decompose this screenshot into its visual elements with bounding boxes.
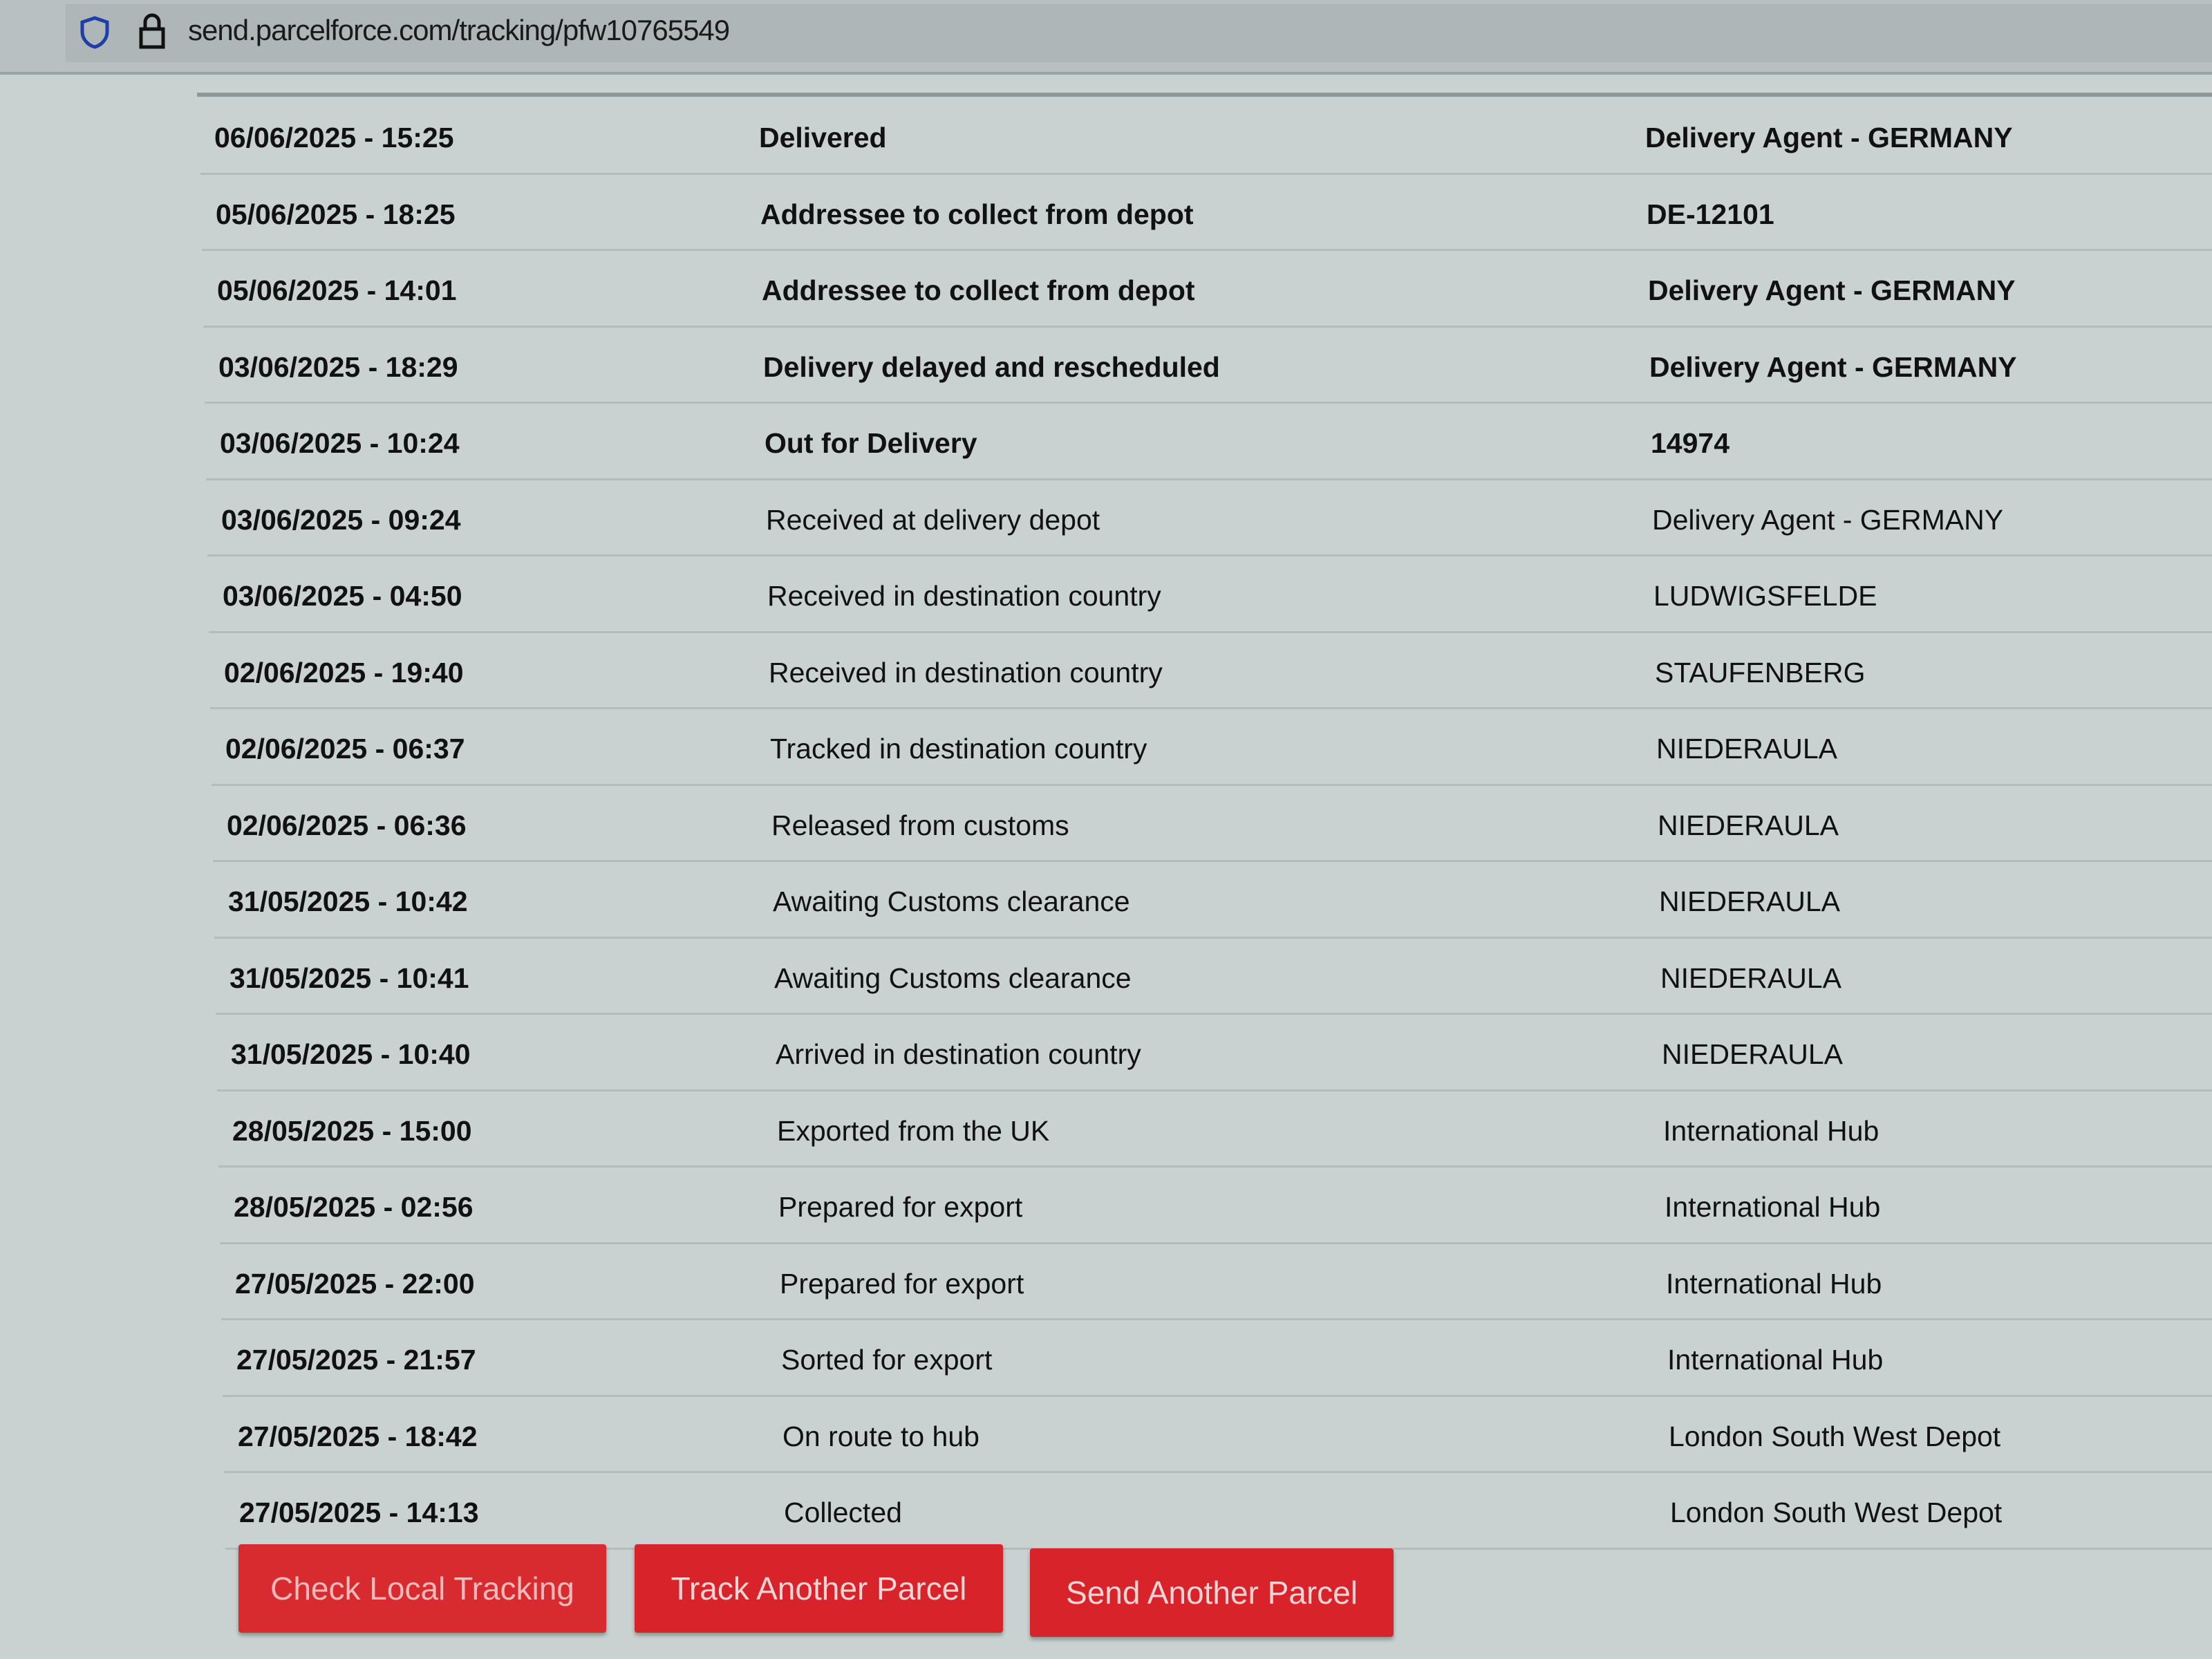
event-status: Addressee to collect from depot — [762, 274, 1195, 306]
table-row: 31/05/2025 - 10:41 Awaiting Customs clear… — [216, 939, 2212, 1015]
event-status: Prepared for export — [778, 1191, 1023, 1223]
event-datetime: 31/05/2025 - 10:41 — [229, 962, 469, 994]
table-row: 28/05/2025 - 02:56 Prepared for export Int… — [220, 1168, 2212, 1244]
table-row: 02/06/2025 - 06:36 Released from customs N… — [213, 786, 2212, 862]
event-datetime: 02/06/2025 - 19:40 — [224, 656, 464, 688]
browser-address-bar: send.parcelforce.com/tracking/pfw1076554… — [0, 0, 2212, 75]
table-row: 03/06/2025 - 09:24 Received at delivery d… — [207, 480, 2212, 556]
event-status: Released from customs — [771, 809, 1069, 841]
event-location: Delivery Agent - GERMANY — [1648, 274, 2016, 306]
event-datetime: 02/06/2025 - 06:36 — [227, 809, 467, 841]
table-row: 06/06/2025 - 15:25 Delivered Delivery Agen… — [200, 98, 2212, 175]
event-status: On route to hub — [782, 1420, 980, 1452]
event-datetime: 03/06/2025 - 09:24 — [221, 503, 461, 536]
table-row: 05/06/2025 - 14:01 Addressee to collect f… — [203, 251, 2212, 328]
event-datetime: 31/05/2025 - 10:40 — [231, 1038, 471, 1070]
event-datetime: 03/06/2025 - 04:50 — [223, 580, 462, 612]
event-datetime: 27/05/2025 - 14:13 — [239, 1497, 479, 1528]
event-status: Prepared for export — [780, 1267, 1024, 1300]
event-datetime: 28/05/2025 - 15:00 — [232, 1114, 472, 1147]
event-datetime: 05/06/2025 - 14:01 — [217, 274, 457, 306]
event-status: Delivered — [759, 122, 887, 153]
event-datetime: 03/06/2025 - 10:24 — [220, 427, 460, 459]
event-location: NIEDERAULA — [1660, 962, 1842, 994]
send-another-parcel-button[interactable]: Send Another Parcel — [1030, 1548, 1394, 1637]
event-datetime: 05/06/2025 - 18:25 — [216, 198, 456, 230]
table-row: 27/05/2025 - 22:00 Prepared for export Int… — [221, 1244, 2212, 1320]
event-location: London South West Depot — [1669, 1420, 2001, 1452]
url-field[interactable] — [66, 4, 2212, 62]
event-datetime: 03/06/2025 - 18:29 — [218, 350, 458, 383]
check-local-tracking-button[interactable]: Check Local Tracking — [238, 1544, 606, 1633]
event-location: Delivery Agent - GERMANY — [1645, 122, 2013, 153]
event-location: Delivery Agent - GERMANY — [1652, 503, 2004, 536]
event-status: Arrived in destination country — [776, 1038, 1141, 1070]
event-datetime: 02/06/2025 - 06:37 — [225, 733, 465, 765]
event-status: Addressee to collect from depot — [760, 198, 1194, 230]
url-text[interactable]: send.parcelforce.com/tracking/pfw1076554… — [188, 14, 730, 46]
event-datetime: 31/05/2025 - 10:42 — [228, 885, 468, 917]
shield-icon[interactable] — [79, 15, 110, 50]
table-row: 02/06/2025 - 06:37 Tracked in destination… — [212, 709, 2212, 786]
event-location: DE-12101 — [1647, 198, 1774, 230]
event-status: Sorted for export — [781, 1344, 993, 1376]
event-datetime: 28/05/2025 - 02:56 — [234, 1191, 474, 1223]
table-top-border — [197, 93, 2212, 97]
table-row: 27/05/2025 - 21:57 Sorted for export Inter… — [223, 1320, 2212, 1397]
table-row: 03/06/2025 - 10:24 Out for Delivery 14974 — [206, 404, 2212, 480]
event-location: 14974 — [1651, 427, 1730, 459]
event-location: International Hub — [1666, 1267, 1882, 1300]
tracking-events-table: 06/06/2025 - 15:25 Delivered Delivery Agen… — [200, 98, 2212, 1550]
event-location: NIEDERAULA — [1662, 1038, 1844, 1070]
event-status: Tracked in destination country — [770, 733, 1147, 765]
table-row: 05/06/2025 - 18:25 Addressee to collect f… — [202, 175, 2212, 251]
event-location: NIEDERAULA — [1658, 809, 1839, 841]
event-location: LUDWIGSFELDE — [1653, 580, 1877, 612]
table-row: 28/05/2025 - 15:00 Exported from the UK In… — [218, 1091, 2212, 1168]
table-row: 31/05/2025 - 10:42 Awaiting Customs clear… — [214, 862, 2212, 939]
event-location: NIEDERAULA — [1656, 733, 1838, 765]
event-location: International Hub — [1665, 1191, 1881, 1223]
track-another-parcel-button[interactable]: Track Another Parcel — [635, 1544, 1003, 1633]
event-location: London South West Depot — [1670, 1497, 2003, 1528]
event-status: Out for Delivery — [765, 427, 977, 459]
event-status: Awaiting Customs clearance — [773, 885, 1130, 917]
event-status: Awaiting Customs clearance — [774, 962, 1132, 994]
table-row: 27/05/2025 - 18:42 On route to hub London … — [224, 1397, 2212, 1473]
event-datetime: 27/05/2025 - 22:00 — [235, 1267, 475, 1300]
event-datetime: 27/05/2025 - 18:42 — [238, 1420, 478, 1452]
event-status: Collected — [784, 1497, 902, 1528]
table-row: 31/05/2025 - 10:40 Arrived in destination… — [217, 1015, 2212, 1091]
lock-icon[interactable] — [137, 12, 167, 50]
table-row: 03/06/2025 - 18:29 Delivery delayed and r… — [205, 328, 2212, 404]
event-datetime: 27/05/2025 - 21:57 — [236, 1344, 476, 1376]
event-status: Delivery delayed and rescheduled — [763, 350, 1220, 383]
event-location: Delivery Agent - GERMANY — [1649, 350, 2017, 383]
table-row: 27/05/2025 - 14:13 Collected London South … — [225, 1473, 2212, 1550]
event-status: Received in destination country — [769, 656, 1163, 688]
event-location: International Hub — [1667, 1344, 1884, 1376]
table-row: 02/06/2025 - 19:40 Received in destinatio… — [210, 633, 2212, 709]
event-status: Received in destination country — [767, 580, 1161, 612]
table-row: 03/06/2025 - 04:50 Received in destinatio… — [209, 556, 2212, 633]
event-location: International Hub — [1663, 1114, 1880, 1147]
event-status: Exported from the UK — [777, 1114, 1050, 1147]
event-location: STAUFENBERG — [1655, 656, 1866, 688]
event-location: NIEDERAULA — [1659, 885, 1841, 917]
event-status: Received at delivery depot — [766, 503, 1100, 536]
event-datetime: 06/06/2025 - 15:25 — [214, 122, 454, 153]
